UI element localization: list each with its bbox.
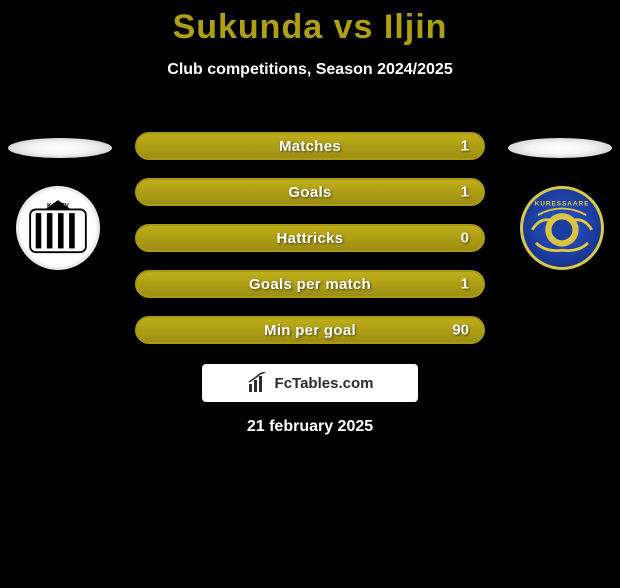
player1-platform <box>8 138 112 158</box>
kuressaare-club-logo: KURESSAARE <box>520 186 604 270</box>
stat-value: 1 <box>461 276 469 293</box>
stat-value: 0 <box>461 230 469 247</box>
stat-label: Goals <box>288 184 331 201</box>
stat-value: 90 <box>452 322 469 339</box>
vs-label: vs <box>334 8 374 46</box>
snapshot-date: 21 february 2025 <box>0 418 620 436</box>
stat-bar-min-per-goal: Min per goal 90 <box>135 316 485 344</box>
fctables-badge: FcTables.com <box>202 364 418 402</box>
club-right-container: KURESSAARE <box>512 186 612 270</box>
stat-bar-goals-per-match: Goals per match 1 <box>135 270 485 298</box>
badge-text: FcTables.com <box>275 375 374 392</box>
stat-bar-goals: Goals 1 <box>135 178 485 206</box>
stat-bar-hattricks: Hattricks 0 <box>135 224 485 252</box>
stat-bars: Matches 1 Goals 1 Hattricks 0 Goals per … <box>135 132 485 362</box>
club-left-container: KALEV <box>8 186 108 270</box>
svg-text:KURESSAARE: KURESSAARE <box>535 201 590 208</box>
player1-name: Sukunda <box>173 8 324 46</box>
stat-label: Goals per match <box>249 276 371 293</box>
stat-value: 1 <box>461 184 469 201</box>
stat-label: Min per goal <box>264 322 356 339</box>
comparison-title: Sukunda vs Iljin <box>0 8 620 47</box>
stat-label: Hattricks <box>277 230 344 247</box>
stat-label: Matches <box>279 138 341 155</box>
kalev-club-logo: KALEV <box>16 186 100 270</box>
stat-bar-matches: Matches 1 <box>135 132 485 160</box>
bar-chart-icon <box>247 372 269 394</box>
svg-text:KALEV: KALEV <box>47 203 70 210</box>
season-subtitle: Club competitions, Season 2024/2025 <box>0 61 620 79</box>
player2-name: Iljin <box>384 8 448 46</box>
player2-platform <box>508 138 612 158</box>
stat-value: 1 <box>461 138 469 155</box>
